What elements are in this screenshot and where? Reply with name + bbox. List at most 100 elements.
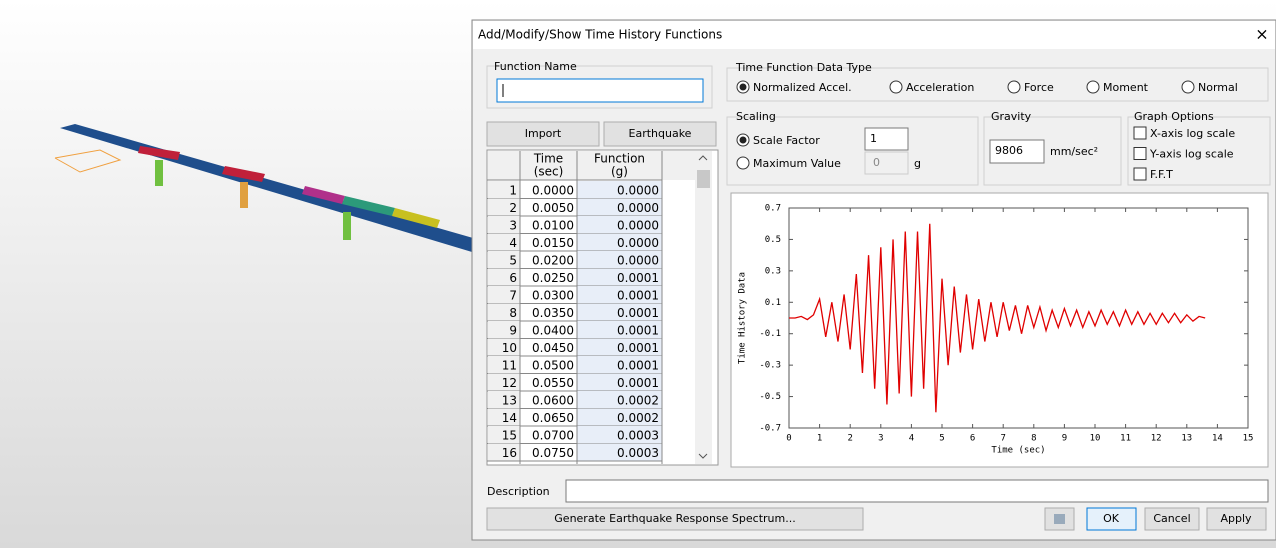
radio-label: Maximum Value [753, 157, 841, 170]
time-cell[interactable]: 0.0550 [532, 376, 574, 390]
function-value-cell[interactable]: 0.0001 [617, 358, 659, 372]
function-value-cell[interactable]: 0.0000 [617, 201, 659, 215]
unit: g [914, 157, 921, 170]
row-number: 12 [502, 376, 517, 390]
checkbox-label: X-axis log scale [1150, 127, 1235, 140]
page: Add/Modify/Show Time History Functions ×… [0, 0, 1276, 548]
checkbox[interactable] [1134, 127, 1146, 139]
function-value-cell[interactable]: 0.0003 [617, 428, 659, 442]
group-label: Gravity [991, 110, 1032, 123]
x-tick-label: 0 [786, 434, 791, 444]
y-tick-label: 0.1 [765, 298, 781, 308]
x-axis-label: Time (sec) [991, 446, 1045, 456]
row-number: 7 [509, 288, 517, 302]
function-value-cell[interactable]: 0.0001 [617, 288, 659, 302]
column-header: Function [594, 152, 645, 166]
function-value-cell[interactable]: 0.0001 [617, 271, 659, 285]
function-name-input[interactable] [497, 79, 703, 102]
checkbox-label: Y-axis log scale [1149, 148, 1234, 161]
checkbox[interactable] [1134, 148, 1146, 160]
group-label: Function Name [494, 60, 577, 73]
button-label: Apply [1220, 512, 1252, 525]
y-axis-label: Time History Data [738, 272, 748, 364]
time-cell[interactable]: 0.0750 [532, 446, 574, 460]
time-cell[interactable]: 0.0300 [532, 288, 574, 302]
input-value: 9806 [995, 144, 1023, 157]
function-value-cell[interactable]: 0.0002 [617, 411, 659, 425]
y-tick-label: 0.3 [765, 266, 781, 276]
dialog-title: Add/Modify/Show Time History Functions [478, 28, 722, 42]
x-tick-label: 6 [970, 434, 975, 444]
row-number: 13 [502, 393, 517, 407]
time-cell[interactable]: 0.0700 [532, 428, 574, 442]
function-value-cell[interactable]: 0.0002 [617, 393, 659, 407]
radio[interactable] [1008, 81, 1020, 93]
time-cell[interactable]: 0.0500 [532, 358, 574, 372]
time-cell[interactable]: 0.0250 [532, 271, 574, 285]
radio[interactable] [1087, 81, 1099, 93]
x-tick-label: 9 [1062, 434, 1067, 444]
description-input[interactable] [566, 480, 1268, 502]
x-tick-label: 12 [1151, 434, 1162, 444]
x-tick-label: 10 [1090, 434, 1101, 444]
y-tick-label: 0.5 [765, 235, 781, 245]
function-value-cell[interactable]: 0.0001 [617, 341, 659, 355]
function-value-cell[interactable]: 0.0001 [617, 323, 659, 337]
y-tick-label: -0.3 [759, 361, 781, 371]
row-number: 8 [509, 306, 517, 320]
time-cell[interactable]: 0.0000 [532, 183, 574, 197]
close-button[interactable]: × [1255, 25, 1268, 44]
column-header: (sec) [534, 165, 564, 179]
function-value-cell[interactable]: 0.0001 [617, 306, 659, 320]
time-cell[interactable]: 0.0650 [532, 411, 574, 425]
unit: mm/sec² [1050, 145, 1098, 158]
time-cell[interactable]: 0.0200 [532, 253, 574, 267]
row-number: 16 [502, 446, 517, 460]
row-number: 9 [509, 323, 517, 337]
time-cell[interactable]: 0.0450 [532, 341, 574, 355]
input-value: 1 [870, 132, 877, 145]
y-tick-label: -0.1 [759, 329, 781, 339]
chart-panel [731, 193, 1268, 467]
y-tick-label: -0.5 [759, 392, 781, 402]
time-cell[interactable]: 0.0600 [532, 393, 574, 407]
radio[interactable] [890, 81, 902, 93]
time-cell[interactable]: 0.0100 [532, 218, 574, 232]
time-cell[interactable]: 0.0050 [532, 201, 574, 215]
radio[interactable] [1182, 81, 1194, 93]
row-number: 11 [502, 358, 517, 372]
function-value-cell[interactable]: 0.0000 [617, 218, 659, 232]
function-value-cell[interactable]: 0.0000 [617, 236, 659, 250]
x-tick-label: 15 [1243, 434, 1254, 444]
x-tick-label: 2 [847, 434, 852, 444]
time-cell[interactable]: 0.0150 [532, 236, 574, 250]
time-cell[interactable]: 0.0400 [532, 323, 574, 337]
x-tick-label: 3 [878, 434, 883, 444]
time-cell[interactable]: 0.0350 [532, 306, 574, 320]
x-tick-label: 4 [909, 434, 914, 444]
row-number: 1 [509, 183, 517, 197]
x-tick-label: 8 [1031, 434, 1036, 444]
x-tick-label: 11 [1120, 434, 1131, 444]
description-label: Description [487, 485, 550, 498]
radio-dot [740, 137, 747, 144]
checkbox[interactable] [1134, 168, 1146, 180]
radio-label: Force [1024, 81, 1054, 94]
button-label: Import [525, 127, 562, 140]
function-value-cell[interactable]: 0.0003 [617, 446, 659, 460]
radio-label: Acceleration [906, 81, 974, 94]
x-tick-label: 14 [1212, 434, 1223, 444]
function-value-cell[interactable]: 0.0000 [617, 183, 659, 197]
row-number: 14 [502, 411, 517, 425]
button-label: OK [1103, 512, 1120, 525]
y-tick-label: -0.7 [759, 424, 781, 434]
function-value-cell[interactable]: 0.0001 [617, 376, 659, 390]
row-number: 3 [509, 218, 517, 232]
function-value-cell[interactable]: 0.0000 [617, 253, 659, 267]
column-header: (g) [611, 165, 628, 179]
row-number: 4 [509, 236, 517, 250]
radio-label: Moment [1103, 81, 1149, 94]
radio[interactable] [737, 157, 749, 169]
group-label: Time Function Data Type [735, 61, 872, 74]
